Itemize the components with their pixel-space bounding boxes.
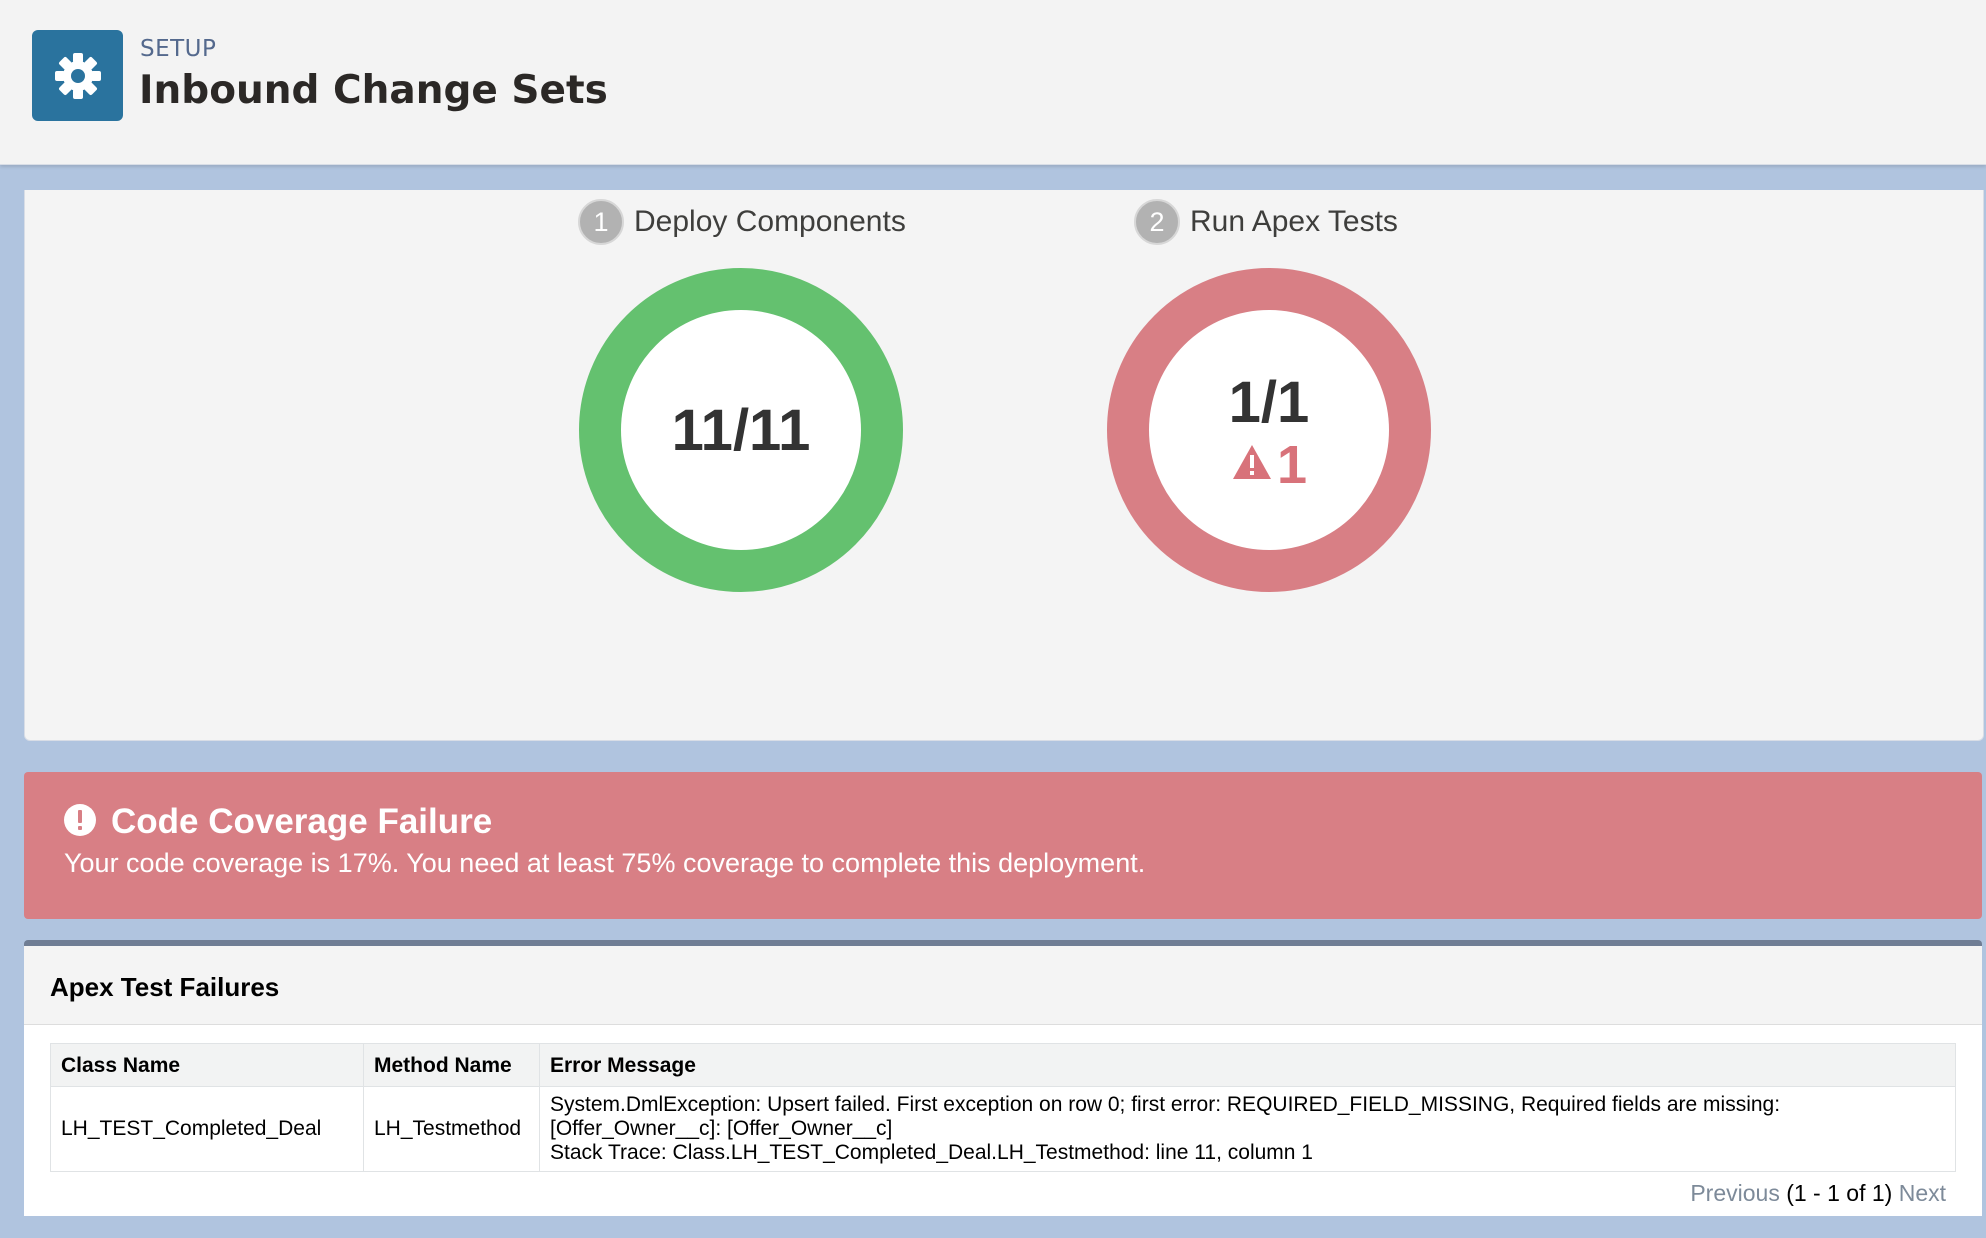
step-run-apex-tests: 2 Run Apex Tests [1134,199,1398,245]
table-header-row: Class Name Method Name Error Message [50,1043,1956,1087]
step-deploy-components: 1 Deploy Components [578,199,906,245]
apex-tests-count: 1/1 [1228,369,1310,435]
next-page-link[interactable]: Next [1898,1180,1946,1206]
column-header-method-name[interactable]: Method Name [363,1043,540,1087]
cell-method-name: LH_Testmethod [363,1086,540,1172]
header-band [0,164,1986,194]
apex-test-failures-panel: Apex Test Failures Class Name Method Nam… [24,940,1982,1216]
error-line: [Offer_Owner__c]: [Offer_Owner__c] [550,1117,893,1140]
deployment-progress-card: 1 Deploy Components 11/11 2 Run Apex Tes… [24,190,1984,741]
step-number: 1 [578,199,624,245]
step-label: Deploy Components [634,205,906,238]
step-number: 2 [1134,199,1180,245]
divider [24,1024,1982,1025]
warning-count: 1 [1276,434,1308,495]
column-header-error-message[interactable]: Error Message [539,1043,1956,1087]
page-header: SETUP Inbound Change Sets [0,0,1986,165]
error-line: Stack Trace: Class.LH_TEST_Completed_Dea… [550,1141,1313,1164]
pagination: Previous (1 - 1 of 1) Next [1690,1180,1946,1207]
step-label: Run Apex Tests [1190,205,1398,238]
error-icon [63,803,97,842]
cell-error-message: System.DmlException: Upsert failed. Firs… [539,1086,1956,1172]
failure-title: Code Coverage Failure [111,802,493,841]
table-row: LH_TEST_Completed_Deal LH_Testmethod Sys… [50,1086,1956,1172]
previous-page-link[interactable]: Previous [1690,1180,1780,1206]
run-apex-tests-progress-ring: 1/1 1 [1107,268,1431,592]
error-line: System.DmlException: Upsert failed. Firs… [550,1093,1781,1116]
failure-message: Your code coverage is 17%. You need at l… [64,848,1146,878]
column-header-class-name[interactable]: Class Name [50,1043,364,1087]
panel-title: Apex Test Failures [50,972,280,1002]
page-range: (1 - 1 of 1) [1786,1180,1893,1206]
deploy-components-progress-ring: 11/11 [579,268,903,592]
code-coverage-failure-banner: Code Coverage Failure Your code coverage… [24,772,1982,919]
gear-icon [32,30,123,121]
apex-tests-warning: 1 [1231,438,1307,492]
failures-table: Class Name Method Name Error Message LH_… [50,1043,1956,1172]
panel-body: Class Name Method Name Error Message LH_… [24,1025,1982,1216]
failure-heading: Code Coverage Failure [63,802,492,842]
page-title: Inbound Change Sets [139,68,608,113]
deploy-components-count: 11/11 [671,397,811,463]
cell-class-name: LH_TEST_Completed_Deal [50,1086,364,1172]
warning-icon [1231,443,1273,486]
page-eyebrow: SETUP [140,36,217,62]
